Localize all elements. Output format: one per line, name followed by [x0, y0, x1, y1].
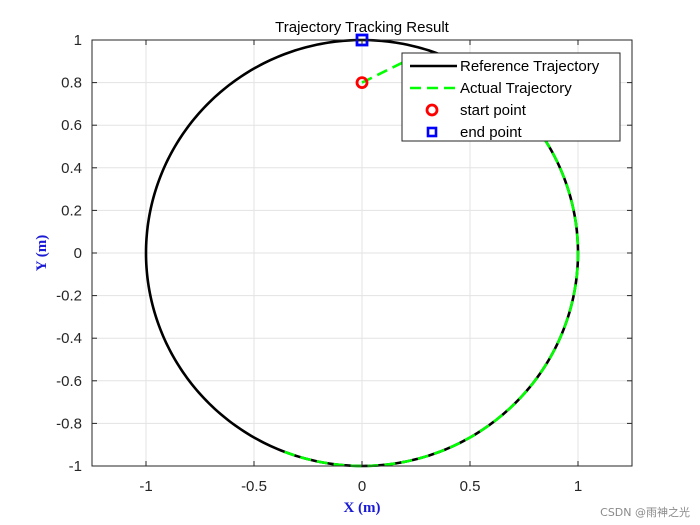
- x-tick-label: -1: [139, 478, 152, 495]
- legend-swatch-end: [426, 126, 438, 138]
- y-tick-label: 0.4: [61, 160, 82, 177]
- tick-labels: -1 -0.5 0 0.5 1 -1 -0.8 -0.6 -0.4 -0.2 0 0.2 0.4 0.6 0…: [56, 32, 582, 495]
- legend-box: [401, 52, 621, 142]
- legend: Reference Trajectory Actual Trajectory sta…: [401, 52, 621, 142]
- tick-marks: [92, 39, 632, 467]
- watermark-text: CSDN @雨神之光: [600, 505, 690, 519]
- y-tick-label: -0.2: [56, 288, 82, 305]
- x-tick-label: 0: [358, 478, 366, 495]
- x-tick-label: 0.5: [460, 478, 481, 495]
- y-tick-label: -0.4: [56, 330, 82, 347]
- y-tick-label: -0.6: [56, 373, 82, 390]
- y-tick-label: 0.8: [61, 75, 82, 92]
- legend-label: start point: [460, 102, 527, 119]
- legend-label: end point: [460, 124, 523, 141]
- chart-title: Trajectory Tracking Result: [275, 19, 449, 36]
- y-tick-label: 0: [74, 245, 82, 262]
- y-tick-label: -1: [69, 458, 82, 475]
- legend-label: Actual Trajectory: [460, 80, 572, 97]
- legend-swatch-start: [425, 103, 439, 117]
- y-axis-label: Y (m): [34, 235, 50, 272]
- x-axis-label: X (m): [343, 500, 380, 516]
- y-tick-label: 0.6: [61, 117, 82, 134]
- y-tick-label: 0.2: [61, 202, 82, 219]
- y-tick-label: -0.8: [56, 415, 82, 432]
- start-point-marker: [355, 76, 369, 89]
- y-tick-label: 1: [74, 32, 82, 49]
- x-tick-label: -0.5: [241, 478, 267, 495]
- actual-trajectory-line: [284, 52, 580, 468]
- x-tick-label: 1: [574, 478, 582, 495]
- legend-label: Reference Trajectory: [460, 58, 600, 75]
